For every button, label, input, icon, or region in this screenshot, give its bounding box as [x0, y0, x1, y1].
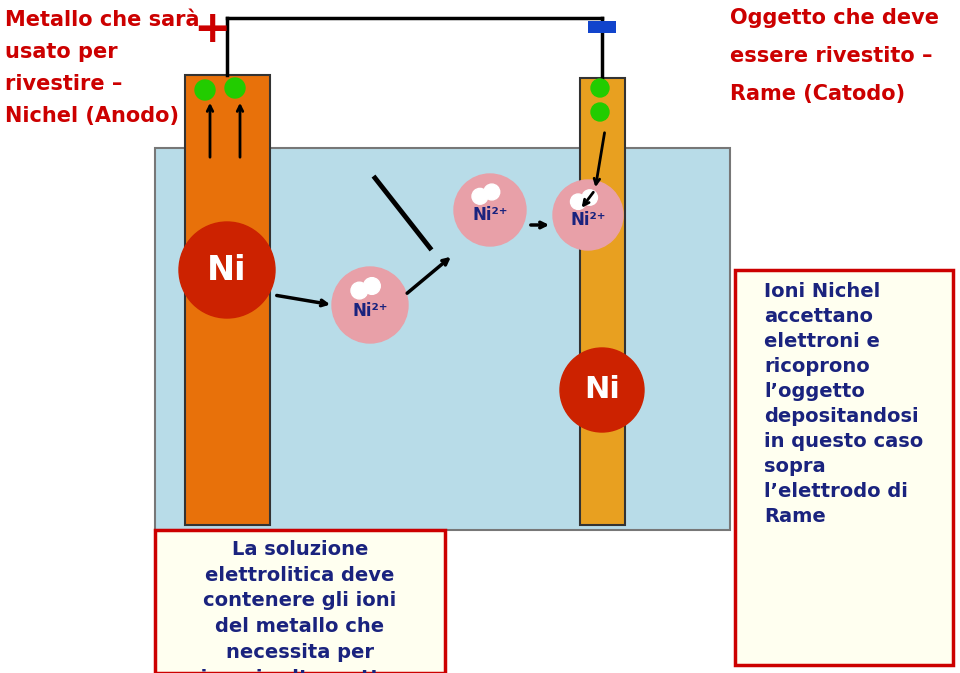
Text: usato per: usato per [5, 42, 118, 62]
Text: Oggetto che deve: Oggetto che deve [730, 8, 939, 28]
FancyBboxPatch shape [155, 530, 445, 673]
Text: rivestire –: rivestire – [5, 74, 122, 94]
Circle shape [332, 267, 408, 343]
Circle shape [179, 222, 275, 318]
Bar [588, 21, 616, 33]
Circle shape [364, 278, 380, 294]
Bar [580, 78, 625, 525]
Circle shape [591, 103, 609, 121]
Text: La soluzione
elettrolitica deve
contenere gli ioni
del metallo che
necessita per: La soluzione elettrolitica deve contener… [191, 540, 409, 673]
Circle shape [454, 174, 526, 246]
Text: Ni: Ni [584, 376, 620, 404]
Circle shape [553, 180, 623, 250]
Text: Ni²⁺: Ni²⁺ [352, 302, 388, 320]
Text: Ni²⁺: Ni²⁺ [472, 207, 508, 224]
Text: Metallo che sarà: Metallo che sarà [5, 10, 200, 30]
Text: essere rivestito –: essere rivestito – [730, 46, 932, 66]
Circle shape [351, 282, 368, 299]
Text: Rame (Catodo): Rame (Catodo) [730, 84, 905, 104]
Text: Nichel (Anodo): Nichel (Anodo) [5, 106, 179, 126]
Text: Ni²⁺: Ni²⁺ [570, 211, 606, 229]
Text: +: + [193, 9, 230, 52]
Circle shape [560, 348, 644, 432]
Text: Ioni Nichel
accettano
elettroni e
ricoprono
l’oggetto
depositandosi
in questo ca: Ioni Nichel accettano elettroni e ricopr… [764, 282, 924, 526]
Circle shape [472, 188, 488, 204]
Circle shape [591, 79, 609, 97]
Circle shape [570, 194, 586, 209]
Bar [185, 75, 270, 525]
FancyBboxPatch shape [735, 270, 953, 665]
Text: Ni: Ni [207, 254, 247, 287]
Circle shape [484, 184, 500, 200]
Circle shape [225, 78, 245, 98]
Bar [155, 148, 730, 530]
Circle shape [195, 80, 215, 100]
Circle shape [582, 190, 597, 205]
